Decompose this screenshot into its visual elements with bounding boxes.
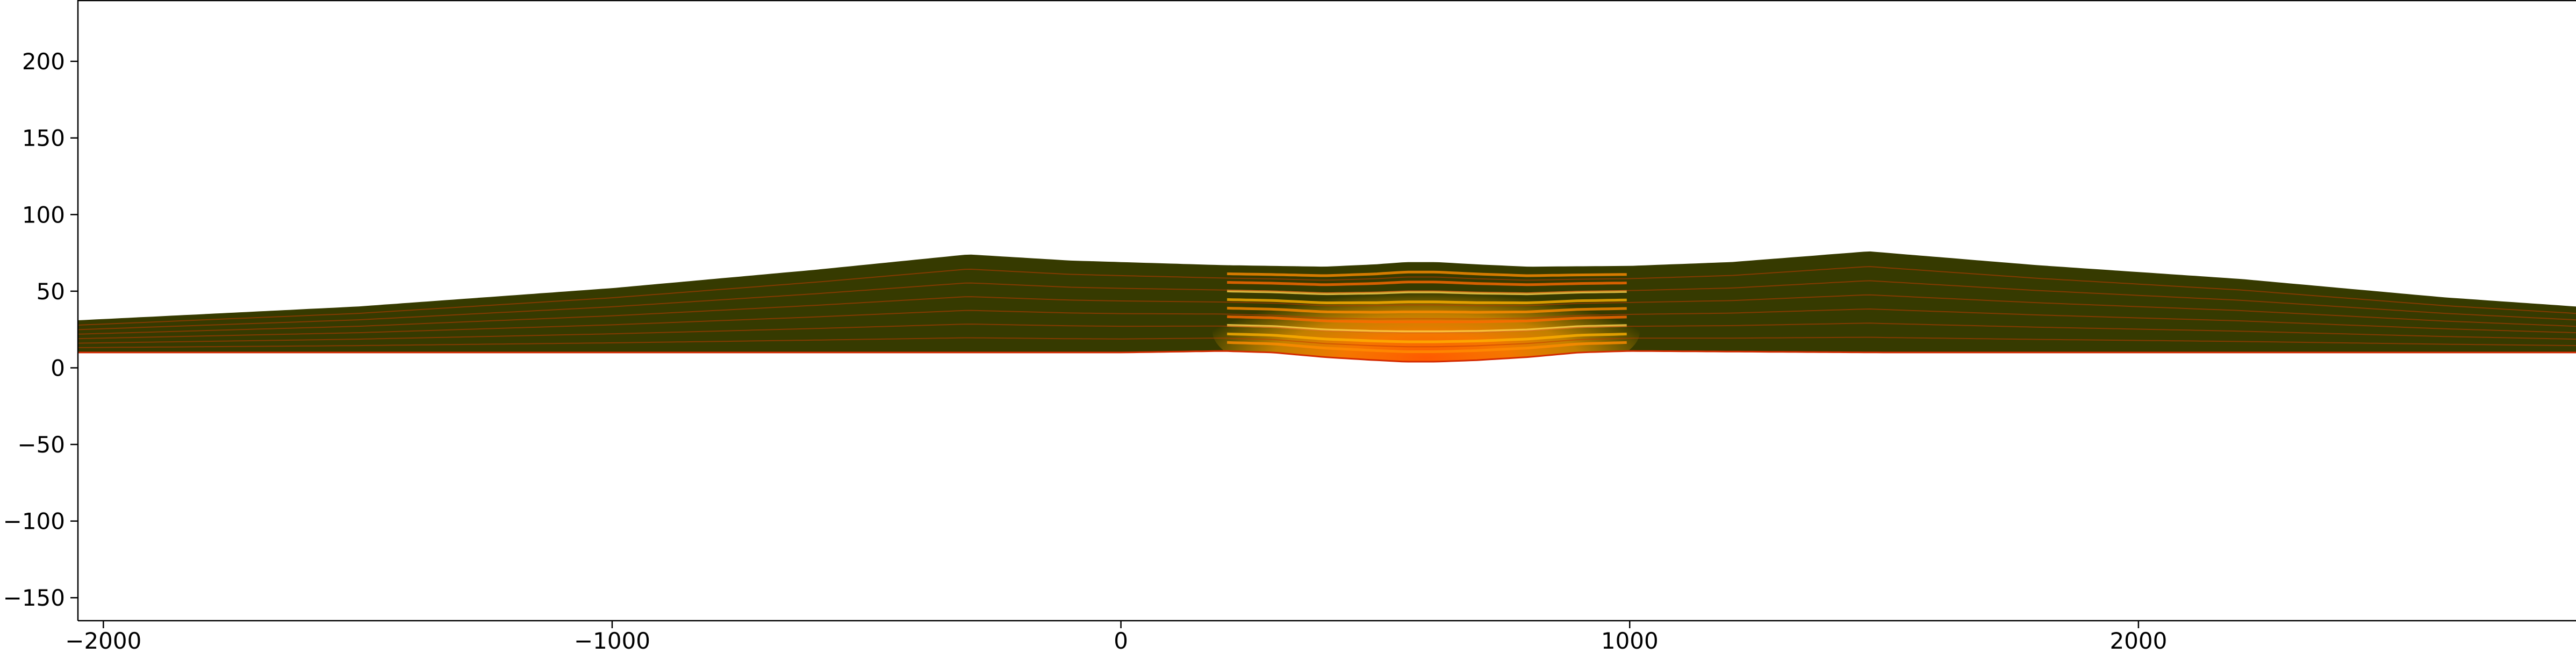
hot-zone <box>1212 270 1640 362</box>
y-tick-label: 150 <box>22 125 65 152</box>
layer-line-1 <box>78 336 2576 348</box>
x-tick-label: 0 <box>1114 628 1128 654</box>
y-tick-label: −50 <box>17 432 65 458</box>
hot-band <box>1227 315 1627 324</box>
hot-band <box>1227 306 1627 314</box>
hot-band <box>1227 332 1627 343</box>
layer-line-3 <box>78 308 2576 340</box>
layer-line-5 <box>78 280 2576 330</box>
axes: −2000 −1000 0 1000 2000 −150 −100 −50 0 50 100 150 2… <box>3 0 2576 654</box>
y-tick-label: 100 <box>22 202 65 228</box>
hot-band <box>1227 298 1627 304</box>
hot-band <box>1227 289 1627 296</box>
x-tick-label: 2000 <box>2109 628 2167 654</box>
hot-band <box>1227 281 1627 286</box>
hot-band <box>1227 270 1627 277</box>
y-tick-label: −150 <box>3 585 65 611</box>
y-tick-label: −100 <box>3 508 65 535</box>
x-tick-label: 1000 <box>1601 628 1659 654</box>
x-tick-label: −2000 <box>65 628 141 654</box>
x-tick-label: −1000 <box>574 628 650 654</box>
hot-band <box>1227 341 1627 353</box>
layer-line-4 <box>78 294 2576 335</box>
plot-area <box>78 251 2576 363</box>
layer-line-2 <box>78 322 2576 344</box>
layer-line-6 <box>78 266 2576 326</box>
y-tick-label: 0 <box>51 355 65 381</box>
y-tick-label: 200 <box>22 48 65 75</box>
y-tick-label: 50 <box>37 278 65 305</box>
base-line <box>78 350 2576 363</box>
hot-band <box>1227 324 1627 333</box>
